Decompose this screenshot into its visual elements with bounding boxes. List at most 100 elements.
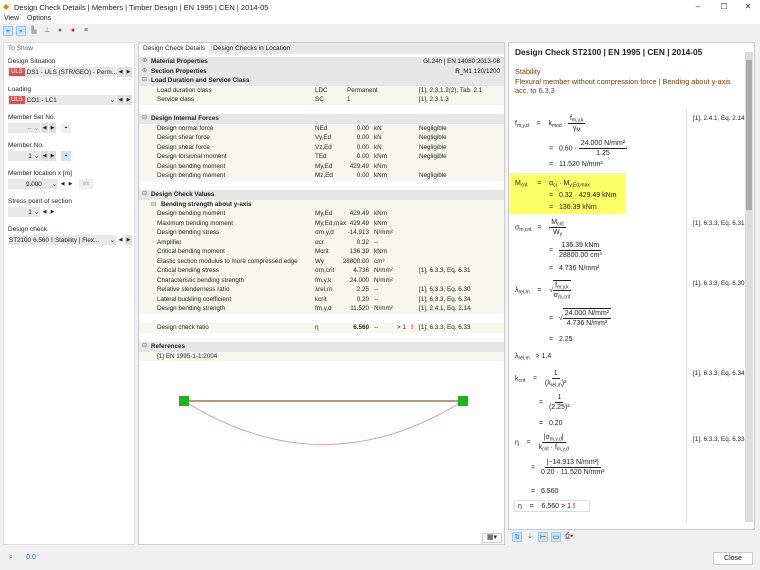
row-description: Design bending moment [157, 172, 226, 179]
row-unit: N/mm² [374, 267, 393, 274]
tab-design-checks-in-location[interactable]: Design Checks in Location [213, 45, 291, 52]
next-arrow-icon[interactable]: ▶ [49, 151, 56, 161]
sigma-crit-value: 4.736 N/mm² [566, 320, 608, 327]
next-arrow-icon[interactable]: ▶ [68, 181, 73, 187]
maximize-icon[interactable]: ☐ [720, 2, 728, 11]
next-arrow-icon[interactable]: ▶ [49, 123, 56, 133]
tab-design-check-details[interactable]: Design Check Details [139, 43, 210, 54]
sigma-crit-result: 4.736 N/mm² [558, 265, 600, 272]
row-reference: Negligible [419, 153, 447, 160]
section-title: References [151, 343, 185, 350]
section-header[interactable]: ⊟ Design Check Values [139, 190, 504, 200]
table-row: Design bending stress σm,y,d -14.913 N/mm² [139, 228, 504, 238]
view-options-button[interactable]: ▦▾ [482, 533, 502, 543]
table-row: Design check ratio η 6.560 -- > 1! [1], 6.3.3… [139, 323, 504, 333]
row-symbol: My,Ed [315, 210, 333, 217]
final-ratio-box: η = 6.560 > 1 ! [514, 500, 590, 512]
row-value: 4.736 [353, 267, 369, 274]
menu-options[interactable]: Options [27, 15, 52, 22]
row-unit: -- [374, 324, 379, 331]
loading-select[interactable]: ULS CO1 - LC1 ⌄ [8, 95, 116, 105]
close-button[interactable]: Close [713, 552, 753, 565]
row-value: 24.000 [349, 276, 369, 284]
details-table: ⊕ Material Properties GL24h | EN 14080:201… [139, 57, 504, 361]
results-icon[interactable]: ● [57, 27, 63, 34]
help-icon[interactable]: ⌕ [9, 554, 13, 561]
row-unit: kN [374, 124, 382, 132]
close-window-icon[interactable]: ✕ [744, 2, 752, 11]
x-location-icon[interactable]: x/x [79, 179, 93, 189]
prev-arrow-icon[interactable]: ◀ [118, 237, 123, 243]
pick-icon[interactable]: ⌖ [61, 123, 71, 133]
row-symbol: σm,crit [315, 267, 335, 274]
stress-point-select[interactable]: 1 ⌄ [8, 207, 40, 217]
divider [686, 109, 687, 523]
row-value: 2.25 [356, 286, 369, 293]
prev-arrow-icon[interactable]: ◀ [41, 123, 48, 133]
row-reference: Negligible [419, 134, 447, 141]
prev-arrow-icon[interactable]: ◀ [42, 209, 47, 215]
table-row[interactable]: ⊟ Bending strength about y-axis [139, 199, 504, 209]
section-icon[interactable]: ▙ [31, 27, 37, 34]
row-value: 0.00 [356, 153, 369, 160]
next-arrow-icon[interactable]: ▶ [125, 95, 132, 105]
chevron-down-icon: ⌄ [33, 208, 39, 216]
row-symbol: Mcrit [315, 248, 329, 255]
chevron-down-icon: ⌄ [33, 152, 39, 160]
sort-icon[interactable]: ⇣ [527, 533, 533, 540]
table-row: Lateral buckling coefficient kcrit 0.20 -- [… [139, 294, 504, 304]
section-header[interactable]: ⊕ Material Properties GL24h | EN 14080:201… [139, 57, 504, 67]
select-all-icon[interactable]: ⌖ [16, 26, 26, 36]
select-icon[interactable]: ⌖ [3, 26, 13, 36]
print-icon[interactable]: ⎙▾ [564, 533, 574, 540]
section-header[interactable]: ⊟ References [139, 342, 504, 352]
fit-width-icon[interactable]: ⊢ [538, 532, 548, 542]
next-arrow-icon[interactable]: ▶ [125, 235, 132, 245]
row-value: 6.560 [353, 324, 369, 331]
fit-page-icon[interactable]: ▭ [551, 532, 561, 542]
table-row: Design bending strength fm,y,d 11.520 N/mm²… [139, 304, 504, 314]
pick-icon[interactable]: ⌖ [61, 151, 71, 161]
next-arrow-icon[interactable]: ▶ [125, 67, 132, 77]
section-header[interactable]: ⊟ Design Internal Forces [139, 114, 504, 124]
sync-icon[interactable]: ⇅ [512, 532, 522, 542]
section-header[interactable]: ⊕ Section Properties R_M1 120/1200 [139, 66, 504, 76]
units-icon[interactable]: 0.0 [26, 554, 36, 561]
row-symbol: kcrit [315, 295, 327, 303]
member-set-select[interactable]: -- ⌄ [8, 123, 40, 133]
next-arrow-icon[interactable]: ▶ [50, 209, 55, 215]
member-no-select[interactable]: 1 ⌄ [8, 151, 40, 161]
kmod-value: 0.60 [558, 145, 573, 153]
menu-bar: View Options [0, 14, 760, 24]
load-icon[interactable]: ● [70, 27, 76, 34]
section-title: Design Check Values [151, 191, 215, 198]
fmyk-value: 24.000 N/mm² [578, 140, 628, 149]
row-reference: [1], 6.3.3, Eq. 6.30 [419, 286, 471, 293]
settings-icon[interactable]: ≡ [83, 27, 89, 34]
row-symbol: My,Ed,max [315, 219, 347, 227]
design-check-select[interactable]: ST2100 6.560! Stability | Flex... ⌄ [8, 235, 116, 245]
scrollbar[interactable] [745, 52, 753, 522]
stress-point-value: 1 [28, 208, 32, 216]
scrollbar-thumb[interactable] [746, 60, 752, 210]
location-select[interactable]: 9.000 ⌄ [8, 179, 58, 189]
row-description: Design torsional moment [157, 153, 227, 160]
row-description: Lateral buckling coefficient [157, 295, 232, 303]
row-symbol: NEd [315, 124, 328, 132]
details-panel: Design Check Details Design Checks in Lo… [138, 42, 505, 545]
menu-view[interactable]: View [4, 15, 20, 22]
member-icon[interactable]: ⊥ [43, 27, 51, 34]
row-reference: Negligible [419, 172, 447, 179]
chevron-down-icon: ⌄ [109, 96, 115, 104]
prev-arrow-icon[interactable]: ◀ [117, 67, 124, 77]
section-header[interactable]: ⊟ Load Duration and Service Class [139, 76, 504, 86]
prev-arrow-icon[interactable]: ◀ [41, 151, 48, 161]
prev-arrow-icon[interactable]: ◀ [117, 95, 124, 105]
prev-arrow-icon[interactable]: ◀ [60, 181, 65, 187]
row-reference: [1], 2.3.1.3 [419, 96, 449, 103]
lambda-comparison: > 1.4 [535, 353, 552, 360]
minimize-icon[interactable]: – [695, 2, 701, 11]
row-symbol: My,Ed [315, 162, 333, 170]
section-info: R_M1 120/1200 [455, 67, 500, 75]
